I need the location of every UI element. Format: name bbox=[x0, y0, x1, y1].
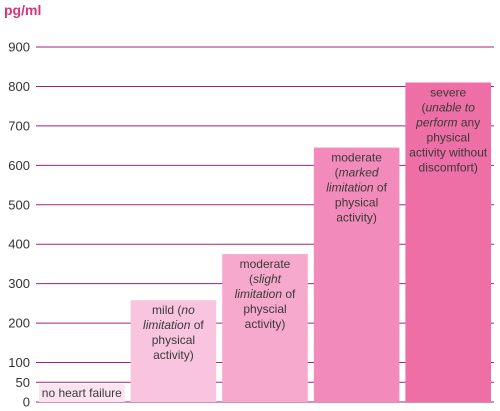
y-tick-label: 500 bbox=[8, 197, 30, 212]
bar-label-segment: severe bbox=[430, 86, 466, 100]
bar-label-segment: of bbox=[374, 181, 388, 195]
y-tick-label: 0 bbox=[23, 395, 30, 410]
bar-label-segment: activity) bbox=[336, 211, 377, 225]
bar-label-segment: activity) bbox=[245, 317, 286, 331]
bar-label-line: activity) bbox=[245, 317, 286, 331]
bar-label-segment: marked bbox=[339, 166, 379, 180]
bar-label-segment: moderate bbox=[240, 257, 291, 271]
bar-label-segment: physcial bbox=[243, 302, 286, 316]
bar-label-segment: of bbox=[282, 287, 296, 301]
bar bbox=[39, 384, 125, 402]
bar-label-segment: slight bbox=[253, 272, 282, 286]
y-tick-label: 900 bbox=[8, 40, 30, 55]
bar-label-line: limitation of bbox=[143, 318, 204, 332]
bar-label-line: moderate bbox=[240, 257, 291, 271]
bar-label-segment: physical bbox=[152, 333, 195, 347]
bar bbox=[130, 300, 217, 402]
bar-label-line: limitation of bbox=[235, 287, 296, 301]
bar-label-line: (marked bbox=[335, 166, 379, 180]
bar-label-line: physical bbox=[427, 131, 470, 145]
bar-label-segment: ( bbox=[422, 101, 426, 115]
y-tick-label: 700 bbox=[8, 118, 30, 133]
bar bbox=[222, 254, 308, 402]
bar bbox=[405, 82, 491, 402]
bar-label-line: physical bbox=[152, 333, 195, 347]
y-tick-label: 600 bbox=[8, 158, 30, 173]
bar bbox=[313, 147, 400, 402]
bar-label-segment: discomfort) bbox=[419, 161, 478, 175]
bar-label-line: (unable to bbox=[422, 101, 476, 115]
bar-label-segment: of bbox=[190, 318, 204, 332]
bar-label-segment: physical bbox=[427, 131, 470, 145]
bar-label-line: discomfort) bbox=[419, 161, 478, 175]
bar-label-line: moderate bbox=[331, 151, 382, 165]
bar-label-line: physcial bbox=[243, 302, 286, 316]
bar-label-line: mild (no bbox=[152, 303, 195, 317]
bar-label-segment: ( bbox=[249, 272, 253, 286]
bar-label-line: no heart failure bbox=[42, 386, 122, 400]
bar-label-segment: no heart failure bbox=[42, 386, 122, 400]
bar-label-segment: activity) bbox=[153, 348, 194, 362]
y-tick-label: 800 bbox=[8, 79, 30, 94]
bar-label-segment: limitation bbox=[326, 181, 374, 195]
bar-label-segment: any bbox=[458, 116, 481, 130]
bar-label-line: activity) bbox=[153, 348, 194, 362]
bar-label-segment: activity without bbox=[409, 146, 488, 160]
bar-label-segment: mild ( bbox=[152, 303, 181, 317]
bar-label-line: activity without bbox=[409, 146, 488, 160]
bar-label-segment: limitation bbox=[143, 318, 191, 332]
bar-label-line: activity) bbox=[336, 211, 377, 225]
y-axis-unit-label: pg/ml bbox=[4, 2, 42, 18]
bar-label-segment: perform bbox=[415, 116, 457, 130]
y-tick-label: 300 bbox=[8, 276, 30, 291]
bar-label-line: limitation of bbox=[326, 181, 387, 195]
bar-label-segment: no bbox=[181, 303, 195, 317]
y-tick-label: 50 bbox=[16, 375, 30, 390]
bar-label-line: (slight bbox=[249, 272, 282, 286]
bar-label-line: severe bbox=[430, 86, 466, 100]
y-tick-label: 100 bbox=[8, 355, 30, 370]
bar-label-line: perform any bbox=[415, 116, 480, 130]
bar-label-segment: moderate bbox=[331, 151, 382, 165]
bar-label-segment: limitation bbox=[235, 287, 283, 301]
bar-label-segment: physical bbox=[335, 196, 378, 210]
y-tick-label: 200 bbox=[8, 316, 30, 331]
bar-label-segment: ( bbox=[335, 166, 339, 180]
bar-label-line: physical bbox=[335, 196, 378, 210]
bar-label-segment: unable to bbox=[426, 101, 476, 115]
y-tick-label: 400 bbox=[8, 237, 30, 252]
